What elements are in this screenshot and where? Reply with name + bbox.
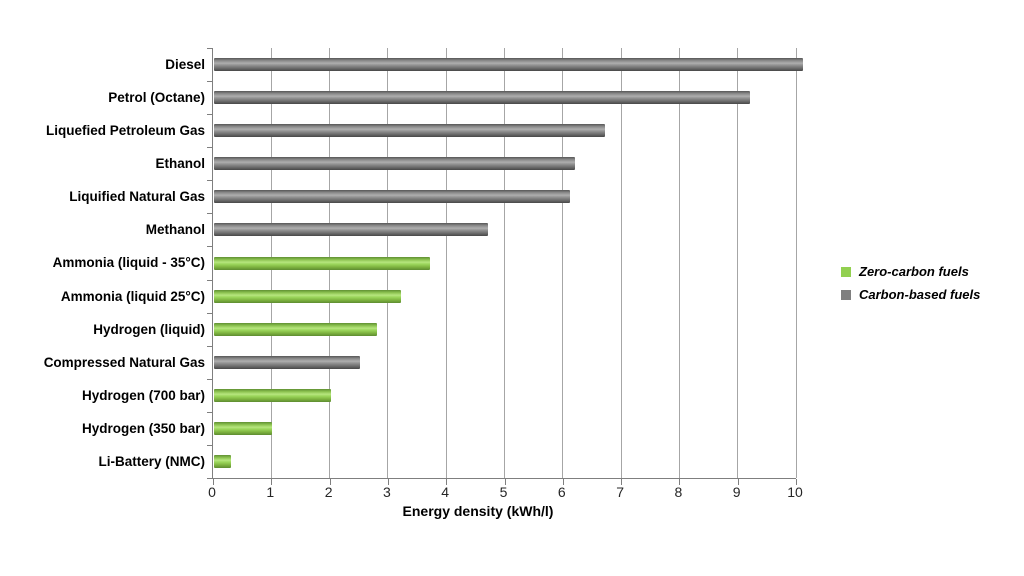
x-tick-label: 3: [382, 484, 391, 500]
x-axis-tick: [737, 479, 739, 485]
bar: [214, 190, 570, 204]
category-label: Ammonia (liquid 25°C): [60, 288, 205, 304]
y-axis-tick: [207, 180, 212, 182]
bar: [214, 58, 803, 72]
legend: Zero-carbon fuels Carbon-based fuels: [841, 260, 980, 306]
x-tick-label: 5: [499, 484, 508, 500]
y-axis-tick: [207, 48, 212, 49]
bar: [214, 355, 360, 369]
x-axis-tick: [213, 479, 214, 485]
bar: [214, 124, 605, 138]
gridline-x-4: [445, 48, 447, 478]
x-axis-tick: [329, 479, 331, 485]
bar: [214, 289, 401, 303]
category-label: Methanol: [145, 222, 205, 238]
x-tick-label: 6: [557, 484, 566, 500]
x-axis-title: Energy density (kWh/l): [402, 503, 554, 519]
plot-area: [207, 48, 803, 485]
x-tick-label: 0: [208, 484, 216, 500]
bar: [214, 223, 488, 237]
x-axis-tick: [621, 479, 623, 485]
y-axis-tick: [207, 312, 212, 314]
x-axis-tick: [504, 479, 506, 485]
x-axis-tick: [387, 479, 389, 485]
y-axis-tick: [207, 246, 212, 248]
x-axis-tick: [796, 479, 797, 485]
x-axis-tick: [679, 479, 681, 485]
y-axis-tick: [207, 478, 212, 479]
category-label: Diesel: [165, 57, 205, 73]
y-axis-tick: [207, 279, 212, 281]
y-axis-tick: [207, 411, 212, 413]
bar: [214, 421, 273, 435]
legend-label-carbon-based: Carbon-based fuels: [859, 287, 981, 302]
gridline-x-6: [562, 48, 564, 478]
bar: [214, 256, 430, 270]
bar: [214, 388, 331, 402]
category-label: Liquefied Petroleum Gas: [45, 123, 205, 139]
x-tick-label: 1: [266, 484, 275, 500]
x-tick-label: 8: [674, 484, 683, 500]
y-axis-tick: [207, 213, 212, 215]
legend-item-carbon-based: Carbon-based fuels: [841, 283, 980, 306]
category-label: Hydrogen (350 bar): [81, 420, 205, 436]
category-label: Li-Battery (NMC): [98, 453, 206, 469]
y-axis-tick: [207, 81, 212, 83]
x-axis-tick: [271, 479, 273, 485]
bar: [214, 91, 751, 105]
category-label: Ammonia (liquid - 35°C): [52, 255, 205, 271]
category-label: Ethanol: [155, 156, 206, 172]
y-axis-tick: [207, 147, 212, 149]
category-label: Hydrogen (liquid): [93, 321, 205, 337]
gridline-x-10: [795, 48, 797, 478]
legend-label-zero-carbon: Zero-carbon fuels: [859, 264, 969, 279]
bar: [214, 454, 232, 468]
category-label: Hydrogen (700 bar): [81, 387, 205, 403]
category-label: Petrol (Octane): [108, 90, 205, 106]
x-tick-label: 7: [616, 484, 624, 500]
y-axis-tick: [207, 345, 212, 347]
gridline-x-8: [678, 48, 680, 478]
category-label: Compressed Natural Gas: [43, 354, 205, 370]
legend-swatch-carbon-based: [841, 289, 851, 300]
y-axis-tick: [207, 444, 212, 446]
bar: [214, 157, 576, 171]
x-axis-tick: [562, 479, 564, 485]
x-tick-label: 4: [441, 484, 450, 500]
legend-swatch-zero-carbon: [841, 266, 851, 277]
y-axis-tick: [207, 114, 212, 116]
x-tick-label: 9: [732, 484, 741, 500]
x-axis-tick: [446, 479, 448, 485]
category-label: Liquified Natural Gas: [69, 189, 205, 205]
legend-item-zero-carbon: Zero-carbon fuels: [841, 260, 980, 283]
gridline-x-9: [737, 48, 739, 478]
gridline-x-7: [620, 48, 622, 478]
bar: [214, 322, 378, 336]
gridline-x-5: [504, 48, 505, 478]
x-tick-label: 2: [324, 484, 333, 500]
x-tick-label: 10: [787, 484, 803, 500]
y-axis-tick: [207, 378, 212, 380]
